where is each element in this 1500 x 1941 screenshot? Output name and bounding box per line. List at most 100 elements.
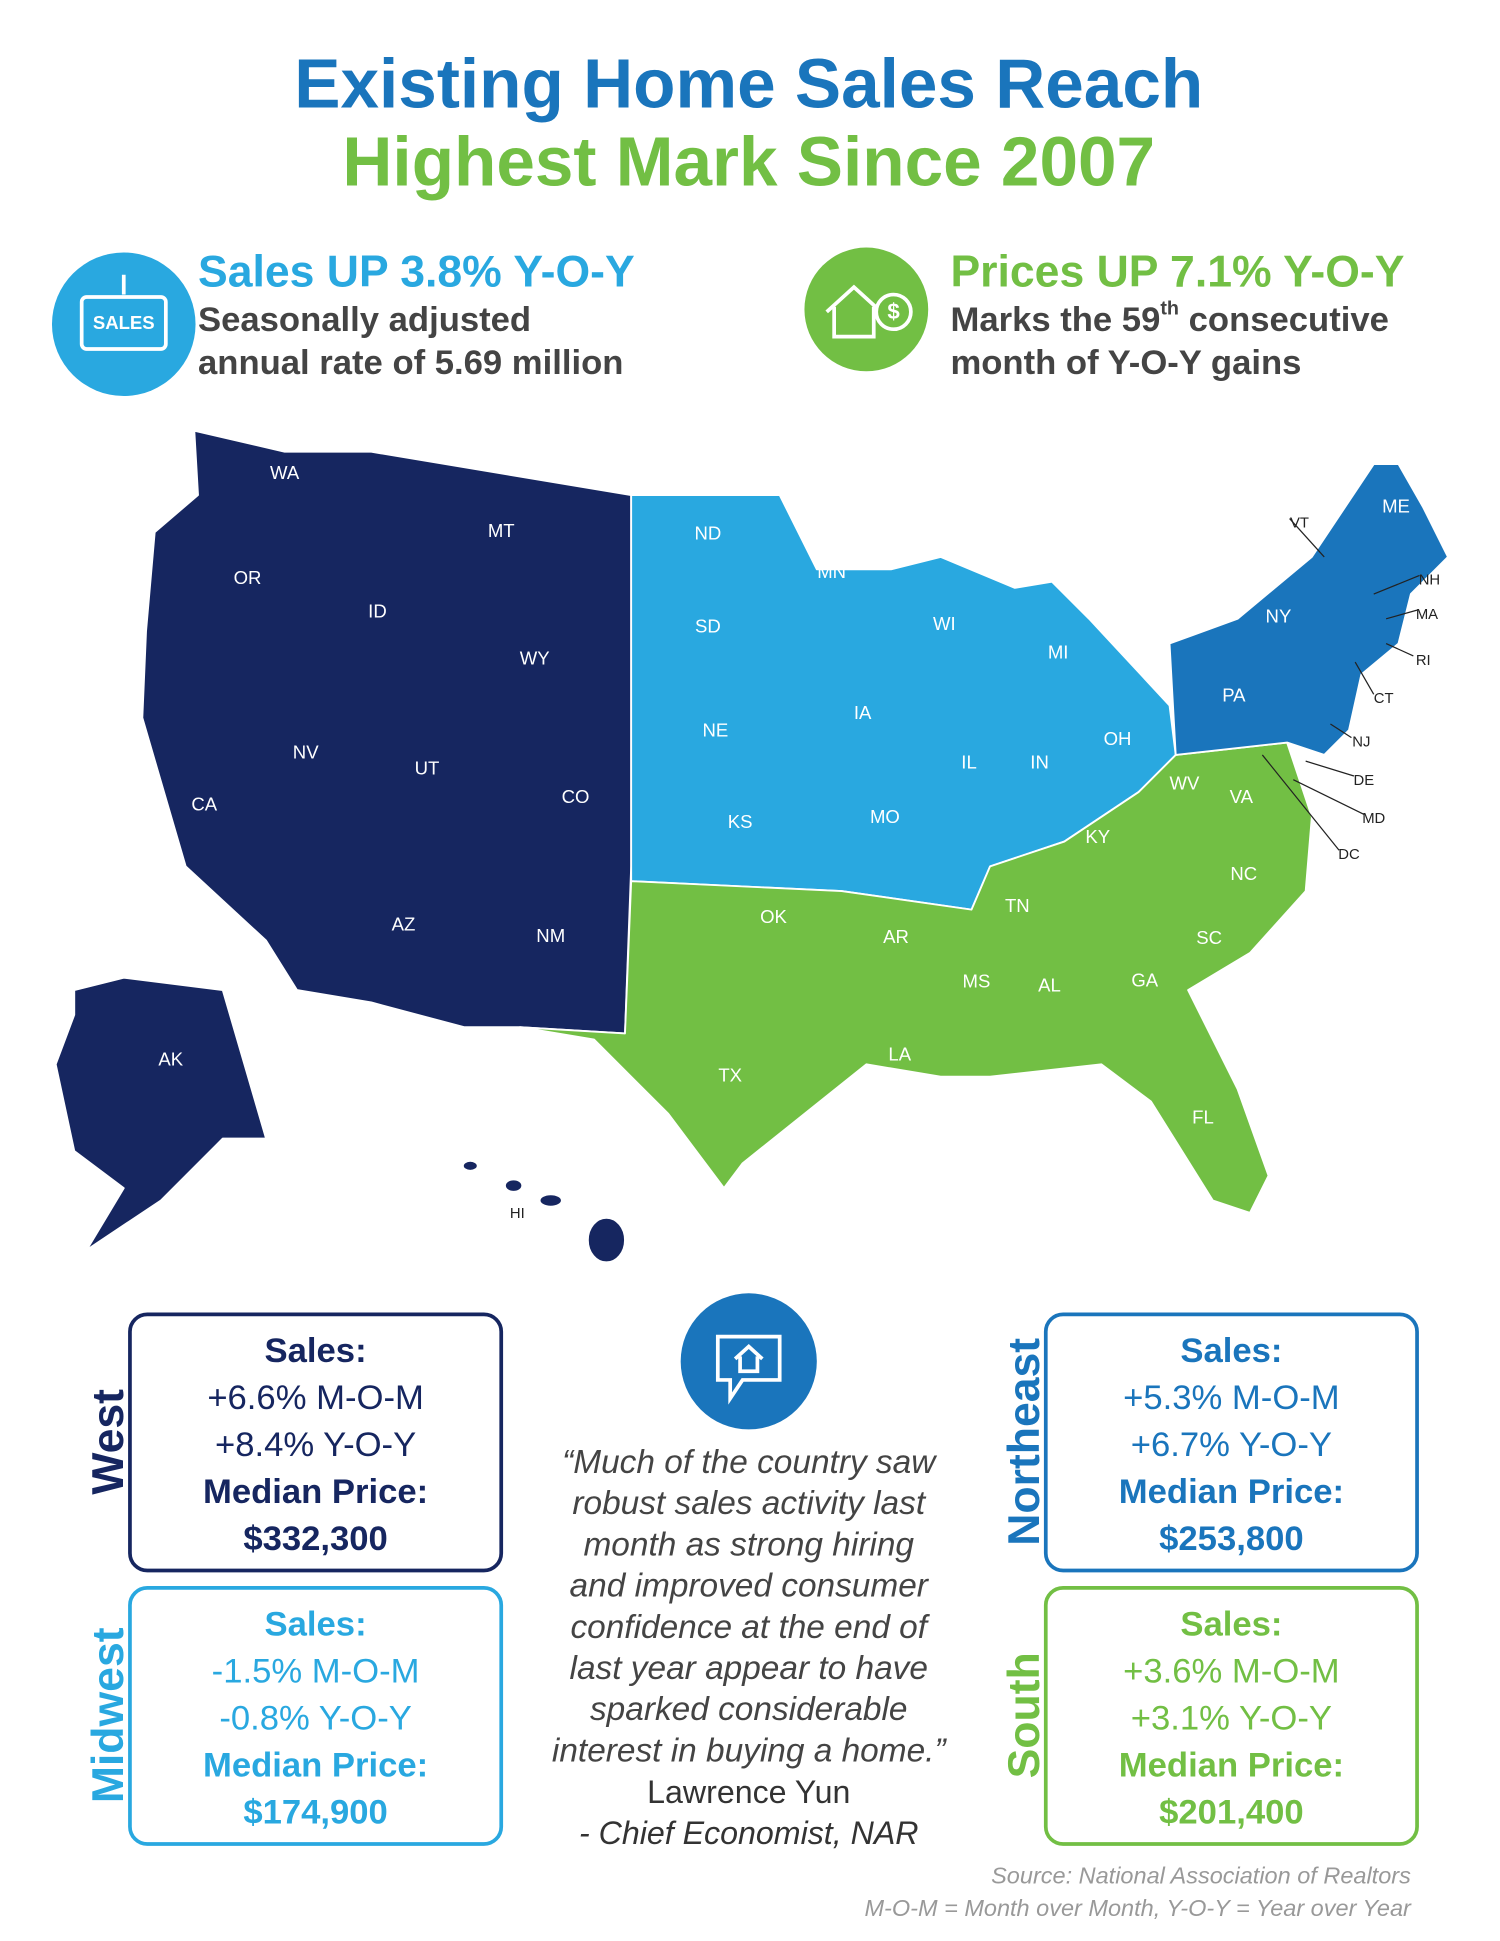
region-stat: Sales: — [1180, 1332, 1282, 1370]
region-stat: -1.5% M-O-M — [212, 1652, 420, 1690]
state-label: NE — [702, 719, 728, 740]
us-map — [54, 429, 1449, 1264]
region-boxes: West Sales: +6.6% M-O-M +8.4% Y-O-Y Median P… — [84, 1312, 1419, 1846]
hawaii — [461, 1159, 479, 1172]
state-label: NV — [293, 742, 319, 763]
state-label: IA — [854, 702, 872, 723]
state-label: CO — [562, 786, 590, 807]
quote: “Much of the country saw robust sales act… — [552, 1444, 948, 1851]
icon-part — [715, 1334, 782, 1405]
region-name: Midwest — [84, 1627, 133, 1803]
quote-role: - Chief Economist, NAR — [579, 1815, 919, 1851]
leader-line — [1330, 723, 1352, 739]
region-northeast — [1168, 463, 1449, 756]
icon-text: SALES — [93, 312, 155, 333]
highlight-text: Marks the 59th consecutive — [950, 298, 1388, 339]
region-stat: $201,400 — [1159, 1793, 1303, 1831]
quote-line: and improved consumer — [570, 1568, 930, 1605]
state-label: IL — [961, 752, 976, 773]
hawaii — [538, 1193, 563, 1208]
hawaii — [504, 1178, 524, 1193]
state-label: DE — [1354, 773, 1375, 789]
region-stat: Median Price: — [203, 1473, 428, 1511]
highlight-heading: Sales UP 3.8% Y-O-Y — [198, 248, 635, 297]
state-label: GA — [1131, 969, 1158, 990]
state-label: OK — [760, 906, 787, 927]
state-label: FL — [1192, 1107, 1214, 1128]
state-label: NC — [1230, 863, 1257, 884]
source-note: Source: National Association of Realtors — [991, 1863, 1411, 1889]
region-stat: $253,800 — [1159, 1520, 1303, 1558]
region-stat: -0.8% Y-O-Y — [219, 1699, 412, 1737]
region-stat: +3.6% M-O-M — [1123, 1652, 1340, 1690]
state-label: MT — [488, 520, 515, 541]
region-name: Northeast — [1000, 1338, 1049, 1546]
quote-line: interest in buying a home.” — [552, 1732, 948, 1769]
state-label: HI — [510, 1206, 525, 1222]
region-stat: Median Price: — [203, 1746, 428, 1784]
state-label: NY — [1266, 605, 1292, 626]
region-stat: $332,300 — [243, 1520, 387, 1558]
state-label: NJ — [1352, 734, 1370, 750]
icon-text: $ — [887, 299, 900, 324]
region-south — [518, 741, 1313, 1214]
quote-line: month as strong hiring — [583, 1526, 914, 1563]
icon-part — [825, 284, 883, 339]
state-label: UT — [415, 758, 440, 779]
state-label: RI — [1416, 653, 1431, 669]
state-label: WI — [933, 613, 956, 634]
quote-line: last year appear to have — [570, 1650, 928, 1687]
leader-line — [1385, 642, 1414, 657]
highlight-heading: Prices UP 7.1% Y-O-Y — [950, 248, 1404, 297]
state-label: CT — [1374, 691, 1394, 707]
hawaii — [586, 1216, 626, 1264]
state-label: MI — [1048, 641, 1069, 662]
leader-line — [1385, 609, 1418, 620]
state-label: LA — [888, 1044, 911, 1065]
state-label: AR — [883, 926, 909, 947]
leader-line — [1305, 760, 1355, 777]
state-label: TN — [1005, 895, 1030, 916]
state-label: MN — [817, 561, 846, 582]
alaska — [54, 976, 268, 1251]
state-label: KY — [1085, 826, 1110, 847]
region-name: South — [1000, 1652, 1049, 1778]
state-label: KS — [728, 811, 753, 832]
state-label: IN — [1030, 752, 1049, 773]
highlight-text: annual rate of 5.69 million — [198, 344, 623, 382]
state-label: NH — [1419, 572, 1440, 588]
title-line: Highest Mark Since 2007 — [342, 122, 1155, 200]
region-stat: Median Price: — [1119, 1746, 1344, 1784]
quote-line: confidence at the end of — [570, 1609, 930, 1646]
region-box — [128, 1585, 504, 1846]
leader-line — [1293, 779, 1365, 815]
quote-author: Lawrence Yun — [647, 1774, 850, 1810]
state-label: MO — [870, 806, 900, 827]
region-box — [1043, 1312, 1419, 1573]
state-label: NM — [536, 925, 565, 946]
leader-line — [1289, 518, 1325, 558]
state-label: ID — [368, 601, 387, 622]
state-label: VT — [1290, 515, 1309, 531]
state-label: SD — [695, 615, 721, 636]
region-stat: Median Price: — [1119, 1473, 1344, 1511]
state-label: WV — [1169, 773, 1200, 794]
quote-icon — [680, 1293, 817, 1430]
title-line: Existing Home Sales Reach — [294, 44, 1203, 122]
state-labels: WA OR ID MT WY CA NV UT CO AZ NM AK HI ND SD NE KS MN IA MO… — [158, 462, 1440, 1222]
region-box — [128, 1312, 504, 1573]
state-label: WY — [520, 648, 550, 669]
state-label: OH — [1104, 728, 1132, 749]
state-label: TX — [718, 1065, 742, 1086]
prices-icon — [804, 247, 929, 372]
region-stat: $174,900 — [243, 1793, 387, 1831]
region-west — [141, 429, 633, 1035]
state-label: MS — [963, 971, 991, 992]
region-stat: +5.3% M-O-M — [1123, 1379, 1340, 1417]
leader-line — [1373, 574, 1420, 595]
quote-line: sparked considerable — [590, 1691, 908, 1728]
state-label: ME — [1382, 495, 1410, 516]
region-stat: +8.4% Y-O-Y — [215, 1426, 416, 1464]
state-label: AK — [158, 1049, 183, 1070]
